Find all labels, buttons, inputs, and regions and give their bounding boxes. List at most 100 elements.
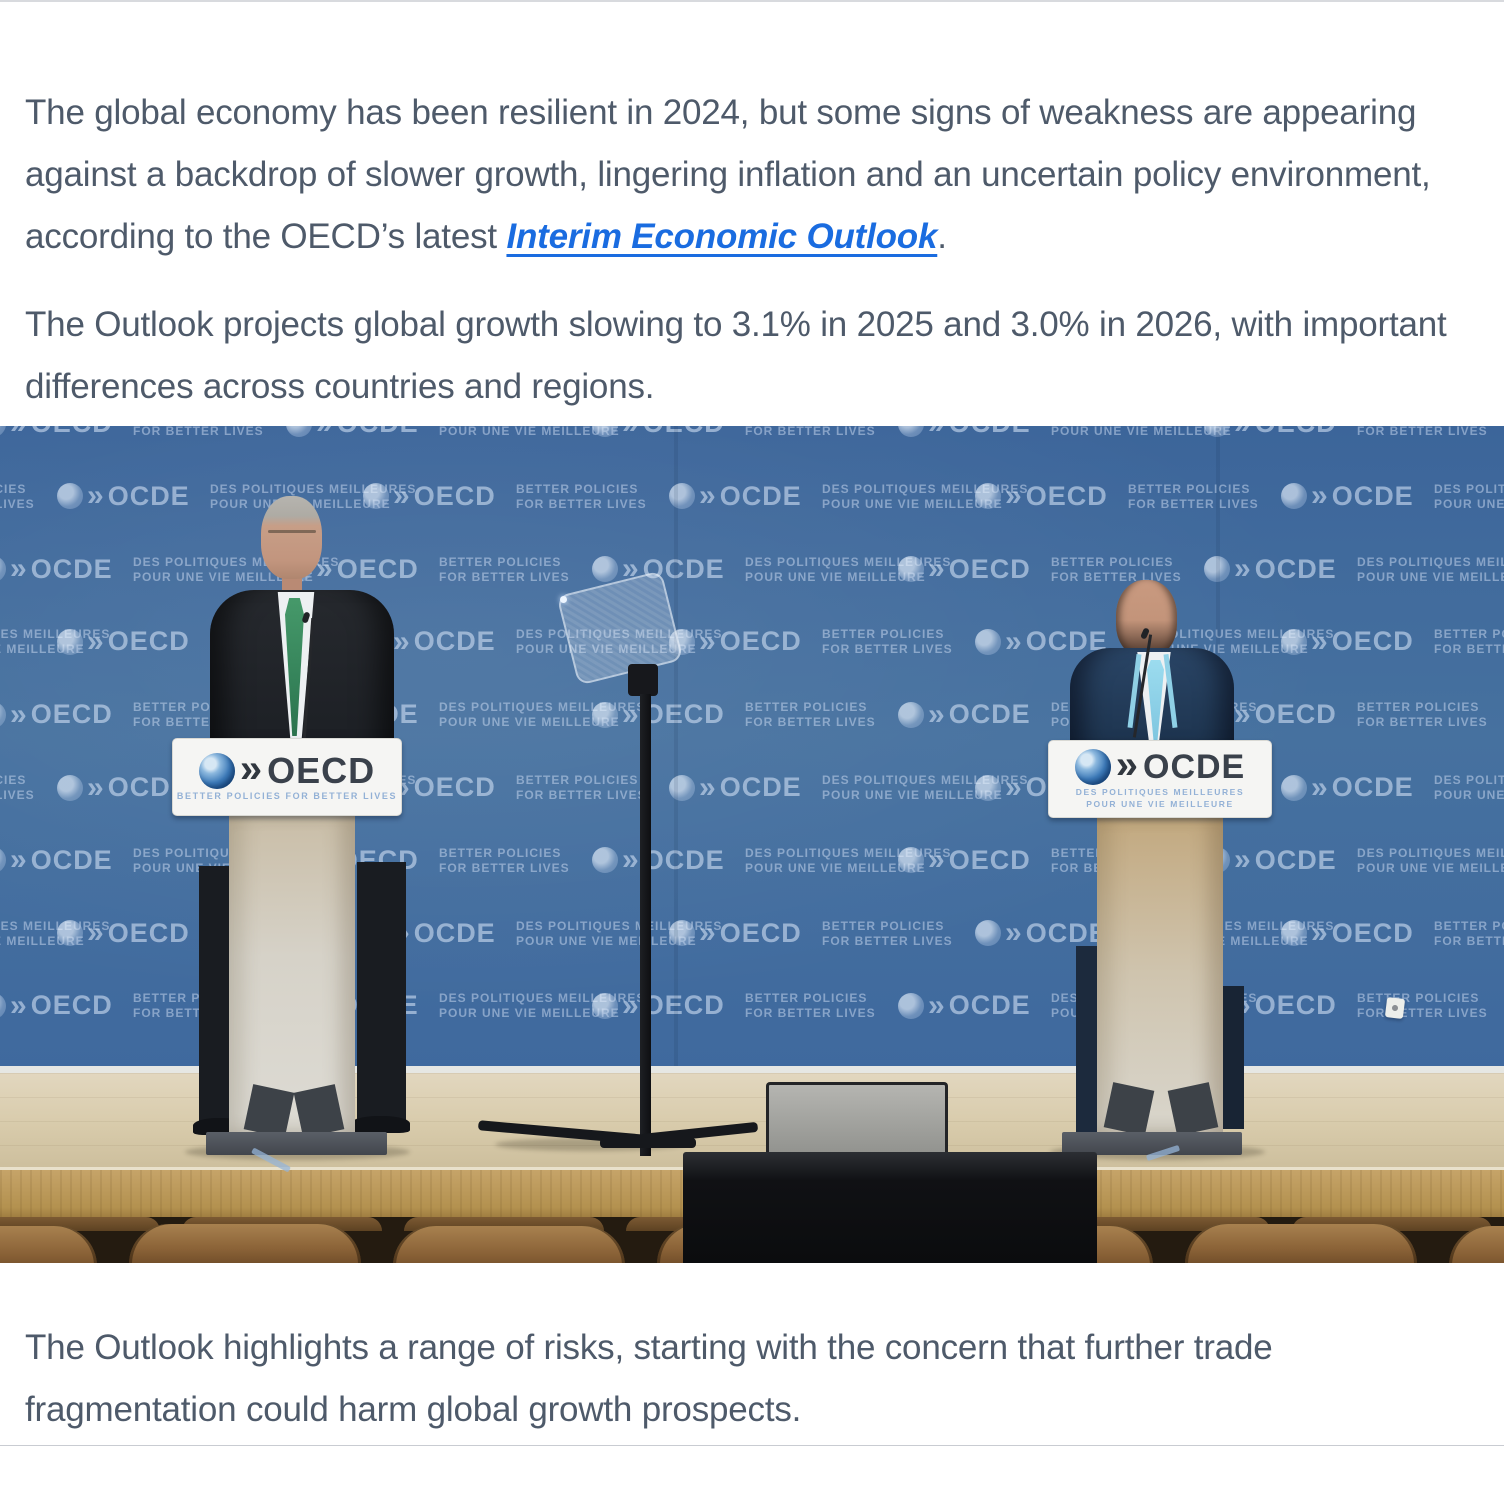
- globe-icon: [286, 426, 312, 437]
- backdrop-oecd-logo: »OECD: [669, 916, 802, 950]
- globe-icon: [975, 628, 1001, 655]
- globe-icon: [592, 426, 618, 437]
- right-podium-tagline-line2: POUR UNE VIE MEILLEURE: [1086, 799, 1234, 809]
- backdrop-ocde-logo: »OCDE: [669, 481, 802, 511]
- backdrop-ocde-logo: »OCDE: [592, 552, 725, 586]
- chevrons-icon: »: [1234, 697, 1251, 731]
- backdrop-oecd-logo: »OECD: [898, 554, 1031, 584]
- teleprompter-pole: [640, 694, 651, 1156]
- backdrop-ocde-logo: »OCDE: [1281, 770, 1414, 804]
- globe-icon: [975, 774, 1001, 801]
- chevrons-icon: »: [699, 916, 716, 950]
- chevrons-icon: »: [622, 988, 639, 1022]
- left-speaker-glasses: [268, 530, 316, 533]
- backdrop-oecd-logo: »OECD: [363, 481, 496, 511]
- globe-icon: [898, 701, 924, 728]
- chevrons-icon: »: [10, 552, 27, 586]
- backdrop-oecd-logo: »OECD: [975, 479, 1108, 513]
- teleprompter-highlight: [560, 596, 567, 603]
- black-console-desk: [683, 1152, 1097, 1263]
- chevrons-icon: »: [622, 552, 639, 586]
- globe-icon: [1281, 628, 1307, 655]
- chevrons-icon: »: [87, 916, 104, 950]
- globe-icon: [898, 426, 924, 437]
- backdrop-ocde-logo: »OCDE: [0, 552, 113, 586]
- globe-icon: [0, 426, 6, 437]
- chevrons-icon: »: [1311, 479, 1328, 513]
- chevrons-icon: »: [699, 770, 716, 804]
- globe-icon: [592, 847, 618, 874]
- backdrop-oecd-logo: »OECD: [0, 699, 113, 729]
- wall-socket: [1384, 996, 1406, 1020]
- chair: [129, 1224, 361, 1263]
- globe-icon: [0, 847, 6, 874]
- paragraph-risks: The Outlook highlights a range of risks,…: [25, 1328, 1273, 1429]
- backdrop-ocde-logo: »OCDE: [57, 772, 190, 802]
- backdrop-ocde-logo: »OCDE: [57, 481, 190, 511]
- bottom-border: [0, 1445, 1504, 1454]
- chair: [393, 1226, 625, 1263]
- chevrons-icon: »: [1005, 916, 1022, 950]
- backdrop-ocde-logo: »OCDE: [975, 916, 1108, 950]
- left-podium-sign: » OECD BETTER POLICIES FOR BETTER LIVES: [172, 738, 402, 816]
- chevrons-icon: »: [87, 624, 104, 658]
- left-speaker-head: [261, 496, 322, 579]
- teleprompter-tripod-leg: [600, 1138, 696, 1148]
- chair: [1185, 1224, 1417, 1263]
- stage-baseboard: [0, 1066, 1504, 1073]
- interim-economic-outlook-link[interactable]: Interim Economic Outlook: [506, 217, 938, 256]
- right-podium-tagline-line1: DES POLITIQUES MEILLEURES: [1075, 787, 1245, 797]
- chevrons-icon: »: [622, 843, 639, 877]
- backdrop-ocde-logo: »OCDE: [898, 988, 1031, 1022]
- right-podium-column: [1097, 814, 1223, 1134]
- paragraph-intro-text: The global economy has been resilient in…: [25, 93, 1431, 256]
- chevrons-icon: »: [10, 426, 27, 438]
- backdrop-oecd-logo: »OECD: [0, 426, 113, 438]
- chevrons-icon: »: [699, 624, 716, 658]
- oecd-logo-text: OECD: [267, 750, 376, 791]
- ocde-globe-icon: [1074, 749, 1111, 785]
- left-podium-base: [206, 1132, 387, 1155]
- left-podium-column: [229, 812, 355, 1134]
- backdrop-ocde-logo: »OCDE: [898, 426, 1031, 438]
- globe-icon: [898, 556, 924, 583]
- globe-icon: [0, 556, 6, 583]
- chevrons-icon: »: [1311, 770, 1328, 804]
- chevrons-icon: »: [622, 697, 639, 731]
- globe-icon: [1281, 774, 1307, 801]
- globe-icon: [592, 556, 618, 583]
- oecd-chevrons-icon: »: [239, 747, 263, 791]
- globe-icon: [669, 920, 695, 947]
- chevrons-icon: »: [928, 697, 945, 731]
- backdrop-ocde-logo: »OCDE: [286, 426, 419, 438]
- chevrons-icon: »: [928, 426, 945, 438]
- chevrons-icon: »: [1005, 479, 1022, 513]
- backdrop-ocde-logo: »OCDE: [0, 845, 113, 875]
- left-podium-tagline: BETTER POLICIES FOR BETTER LIVES: [176, 791, 398, 801]
- chevrons-icon: »: [928, 988, 945, 1022]
- left-speaker-shoe: [351, 1116, 410, 1133]
- globe-icon: [363, 483, 389, 510]
